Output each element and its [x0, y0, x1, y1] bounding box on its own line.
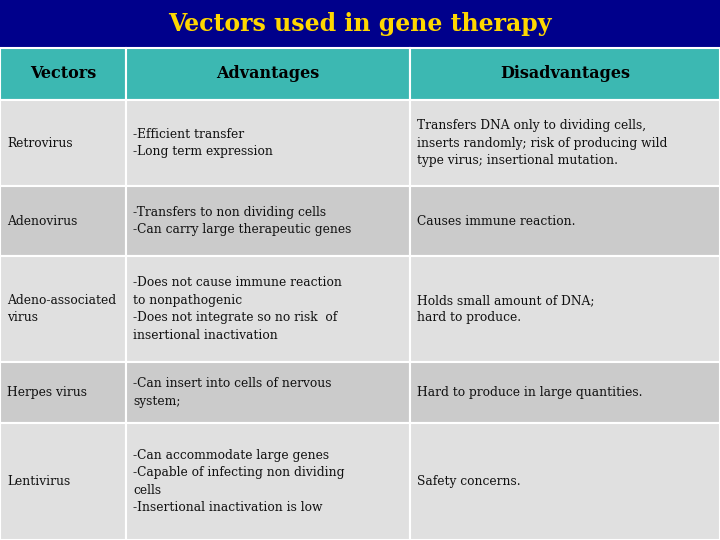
Text: Adeno-associated
virus: Adeno-associated virus — [7, 294, 116, 325]
Text: -Does not cause immune reaction
to nonpathogenic
-Does not integrate so no risk : -Does not cause immune reaction to nonpa… — [133, 276, 342, 342]
Text: Hard to produce in large quantities.: Hard to produce in large quantities. — [418, 386, 643, 399]
Bar — [410, 48, 720, 100]
Text: Lentivirus: Lentivirus — [7, 475, 71, 488]
Bar — [410, 423, 720, 540]
Text: -Can insert into cells of nervous
system;: -Can insert into cells of nervous system… — [133, 377, 331, 408]
Text: Holds small amount of DNA;
hard to produce.: Holds small amount of DNA; hard to produ… — [418, 294, 595, 325]
Text: Herpes virus: Herpes virus — [7, 386, 87, 399]
Bar — [410, 256, 720, 362]
Bar — [0, 256, 126, 362]
Text: Advantages: Advantages — [217, 65, 320, 83]
Bar — [0, 362, 126, 423]
Text: -Efficient transfer
-Long term expression: -Efficient transfer -Long term expressio… — [133, 128, 273, 158]
Text: Retrovirus: Retrovirus — [7, 137, 73, 150]
Text: -Can accommodate large genes
-Capable of infecting non dividing
cells
-Insertion: -Can accommodate large genes -Capable of… — [133, 449, 344, 515]
Bar — [410, 186, 720, 256]
Text: Vectors: Vectors — [30, 65, 96, 83]
Text: Transfers DNA only to dividing cells,
inserts randomly; risk of producing wild
t: Transfers DNA only to dividing cells, in… — [418, 119, 667, 167]
Bar — [0, 186, 126, 256]
Bar — [126, 186, 410, 256]
Bar — [0, 423, 126, 540]
Bar — [0, 48, 126, 100]
Bar — [410, 362, 720, 423]
Text: Vectors used in gene therapy: Vectors used in gene therapy — [168, 12, 552, 36]
Bar — [0, 0, 720, 48]
Bar — [126, 48, 410, 100]
Text: Safety concerns.: Safety concerns. — [418, 475, 521, 488]
Text: Adenovirus: Adenovirus — [7, 215, 77, 228]
Bar — [0, 100, 126, 186]
Text: Disadvantages: Disadvantages — [500, 65, 630, 83]
Bar — [126, 100, 410, 186]
Bar — [126, 423, 410, 540]
Text: -Transfers to non dividing cells
-Can carry large therapeutic genes: -Transfers to non dividing cells -Can ca… — [133, 206, 351, 237]
Bar — [126, 256, 410, 362]
Bar — [410, 100, 720, 186]
Bar — [126, 362, 410, 423]
Text: Causes immune reaction.: Causes immune reaction. — [418, 215, 576, 228]
